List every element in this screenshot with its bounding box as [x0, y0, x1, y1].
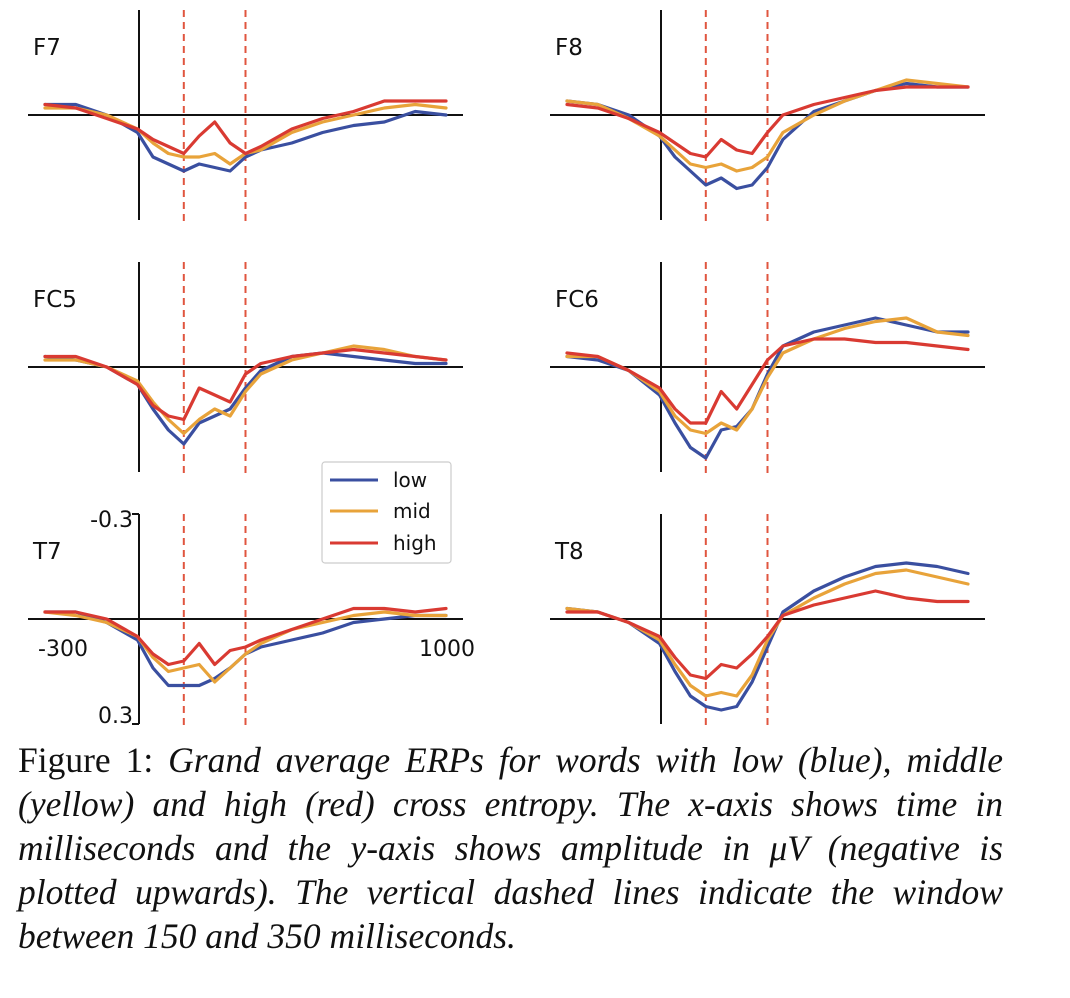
- fc5-series-mid: [43, 344, 448, 436]
- x-tick-right: 1000: [419, 637, 475, 662]
- f7-series-high: [43, 99, 448, 156]
- y-tick-bottom: 0.3: [98, 704, 133, 729]
- legend-label-high: high: [393, 531, 437, 555]
- panel-fc5: FC5: [28, 262, 463, 475]
- legend-label-mid: mid: [393, 499, 431, 523]
- legend-label-low: low: [393, 468, 427, 492]
- panel-label-f8: F8: [555, 35, 583, 61]
- panel-f8: F8: [550, 10, 985, 223]
- caption-body: Grand average ERPs for words with low (b…: [18, 740, 1003, 956]
- t7-series-high: [43, 606, 448, 667]
- panel-label-t7: T7: [32, 539, 62, 565]
- caption-prefix: Figure 1:: [18, 740, 169, 780]
- panel-label-f7: F7: [33, 35, 61, 61]
- panel-label-fc6: FC6: [555, 287, 599, 313]
- panel-f7: F7: [28, 10, 463, 223]
- t8-series-high: [565, 589, 970, 681]
- t8-series-low: [565, 561, 970, 712]
- panel-fc6: FC6: [550, 262, 985, 475]
- erp-figure: F7 F8 FC5 FC6 T7 T8 -0.3 0.3 -300 1000 low mi…: [28, 10, 985, 729]
- erp-panels: F7 F8 FC5 FC6 T7 T8: [28, 10, 985, 727]
- t8-series-mid: [565, 568, 970, 698]
- panel-label-fc5: FC5: [33, 287, 77, 313]
- panel-t8: T8: [550, 514, 985, 727]
- y-tick-top: -0.3: [90, 508, 133, 533]
- legend-box: [321, 461, 452, 564]
- fc6-series-mid: [565, 316, 970, 436]
- fc6-series-high: [565, 337, 970, 425]
- f7-series-low: [43, 102, 448, 173]
- x-tick-left: -300: [38, 637, 88, 662]
- panel-label-t8: T8: [554, 539, 584, 565]
- t7-axis-tick-labels: -0.3 0.3 -300 1000: [38, 508, 475, 729]
- figure-caption: Figure 1: Grand average ERPs for words w…: [18, 738, 1003, 958]
- legend: low mid high: [321, 461, 452, 564]
- f8-series-mid: [565, 78, 970, 173]
- panel-t7: T7: [28, 513, 463, 727]
- f8-series-high: [565, 85, 970, 159]
- fc5-series-high: [43, 347, 448, 422]
